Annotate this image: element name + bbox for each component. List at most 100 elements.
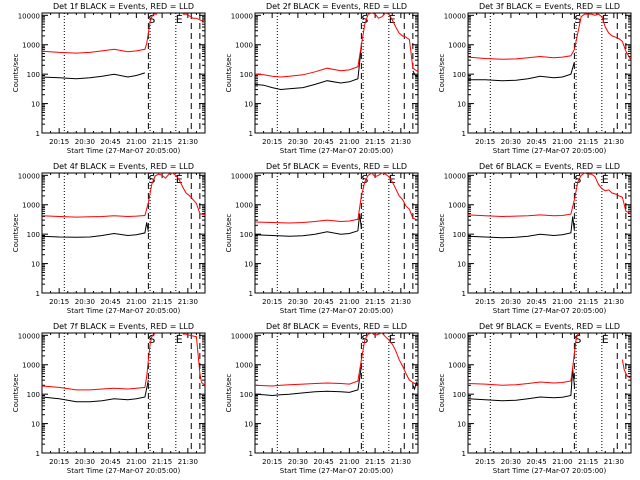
events-series-line: [41, 222, 149, 238]
x-tick-label: 20:15: [262, 298, 282, 306]
y-tick-label: 10000: [444, 332, 466, 340]
events-series-line: [254, 213, 362, 237]
panel-title: Det 8f BLACK = Events, RED = LLD: [266, 322, 407, 331]
flag-marker-e: E: [602, 173, 609, 186]
y-tick-label: 1: [249, 450, 253, 458]
y-tick-label: 10: [457, 421, 466, 429]
y-tick-label: 10000: [231, 332, 253, 340]
y-tick-label: 100: [27, 391, 40, 399]
x-tick-label: 21:00: [339, 138, 359, 146]
lld-series-line: [467, 13, 632, 61]
panel-5: Det 5f BLACK = Events, RED = LLD 1 10 100 10…: [225, 162, 419, 315]
x-tick-label: 20:15: [475, 138, 495, 146]
y-tick-label: 100: [27, 71, 40, 79]
panel-title: Det 7f BLACK = Events, RED = LLD: [53, 322, 194, 331]
lld-series-line: [621, 359, 632, 379]
x-tick-label: 21:30: [178, 138, 198, 146]
plot-frame: [254, 332, 419, 454]
y-tick-label: 10: [31, 421, 40, 429]
y-tick-label: 1000: [235, 202, 253, 210]
y-tick-label: 10000: [18, 332, 40, 340]
y-tick-label: 100: [240, 231, 253, 239]
x-tick-label: 20:45: [527, 298, 547, 306]
x-tick-label: 21:30: [604, 298, 624, 306]
x-tick-label: 20:15: [49, 458, 69, 466]
x-tick-label: 21:15: [578, 298, 598, 306]
y-tick-label: 1: [249, 130, 253, 138]
y-axis-label: Counts/sec: [438, 214, 446, 253]
flag-marker-s: S: [574, 333, 581, 346]
lld-series-line: [467, 172, 632, 218]
x-tick-label: 20:15: [475, 458, 495, 466]
events-series-line: [41, 379, 149, 403]
flag-marker-s: S: [361, 13, 368, 26]
x-tick-label: 20:45: [101, 458, 121, 466]
y-tick-label: 1000: [235, 362, 253, 370]
panel-4: Det 4f BLACK = Events, RED = LLD 1 10 100 10…: [12, 162, 206, 315]
x-tick-label: 20:30: [288, 458, 308, 466]
x-axis-label: Start Time (27-Mar-07 20:05:00): [280, 307, 394, 315]
lld-series-line: [254, 172, 419, 224]
flag-marker-s: S: [148, 173, 155, 186]
y-tick-label: 10000: [444, 12, 466, 20]
flag-marker-s: S: [574, 173, 581, 186]
panel-7: Det 7f BLACK = Events, RED = LLD 1 10 100 10…: [12, 322, 206, 475]
lld-series-line: [467, 333, 580, 386]
plot-frame: [41, 172, 206, 294]
plot-frame: [41, 12, 206, 134]
x-tick-label: 21:00: [126, 298, 146, 306]
x-tick-label: 20:15: [49, 138, 69, 146]
x-tick-label: 20:15: [475, 298, 495, 306]
x-tick-label: 21:00: [339, 298, 359, 306]
lld-series-line: [41, 172, 206, 218]
y-tick-label: 100: [240, 71, 253, 79]
lld-series-line: [254, 332, 419, 387]
x-tick-label: 20:45: [314, 298, 334, 306]
x-tick-label: 20:45: [101, 138, 121, 146]
panel-title: Det 4f BLACK = Events, RED = LLD: [53, 162, 194, 171]
x-tick-label: 21:30: [391, 138, 411, 146]
x-tick-label: 20:15: [262, 458, 282, 466]
flag-marker-e: E: [602, 13, 609, 26]
x-tick-label: 21:15: [578, 458, 598, 466]
x-tick-label: 21:15: [365, 458, 385, 466]
x-tick-label: 21:15: [365, 138, 385, 146]
y-tick-label: 10000: [18, 172, 40, 180]
x-tick-label: 20:30: [288, 138, 308, 146]
plot-frame: [467, 12, 632, 134]
x-axis-label: Start Time (27-Mar-07 20:05:00): [493, 307, 607, 315]
y-tick-label: 1: [36, 130, 40, 138]
y-axis-label: Counts/sec: [225, 54, 233, 93]
y-tick-label: 1: [36, 450, 40, 458]
y-tick-label: 1000: [448, 362, 466, 370]
y-tick-label: 10000: [231, 172, 253, 180]
x-tick-label: 21:00: [126, 138, 146, 146]
lld-series-line: [254, 12, 419, 78]
y-tick-label: 10000: [18, 12, 40, 20]
lld-series-line: [182, 13, 206, 23]
x-tick-label: 20:30: [501, 458, 521, 466]
x-tick-label: 21:15: [152, 458, 172, 466]
events-series-line: [412, 70, 419, 78]
panel-9: Det 9f BLACK = Events, RED = LLD 1 10 100 10…: [438, 322, 632, 475]
flag-marker-e: E: [389, 333, 396, 346]
y-tick-label: 10: [244, 261, 253, 269]
y-tick-label: 1000: [22, 362, 40, 370]
x-axis-label: Start Time (27-Mar-07 20:05:00): [67, 307, 181, 315]
plot-frame: [254, 12, 419, 134]
x-tick-label: 20:45: [101, 298, 121, 306]
x-axis-label: Start Time (27-Mar-07 20:05:00): [493, 147, 607, 155]
y-tick-label: 100: [453, 391, 466, 399]
events-series-line: [468, 61, 575, 82]
x-tick-label: 21:30: [604, 458, 624, 466]
lld-series-line: [182, 333, 206, 386]
y-axis-label: Counts/sec: [12, 54, 20, 93]
x-tick-label: 21:00: [126, 458, 146, 466]
flag-marker-e: E: [176, 333, 183, 346]
y-axis-label: Counts/sec: [225, 214, 233, 253]
x-tick-label: 20:30: [501, 298, 521, 306]
x-axis-label: Start Time (27-Mar-07 20:05:00): [67, 147, 181, 155]
x-tick-label: 21:30: [178, 298, 198, 306]
x-tick-label: 21:15: [365, 298, 385, 306]
events-series-line: [254, 46, 362, 91]
